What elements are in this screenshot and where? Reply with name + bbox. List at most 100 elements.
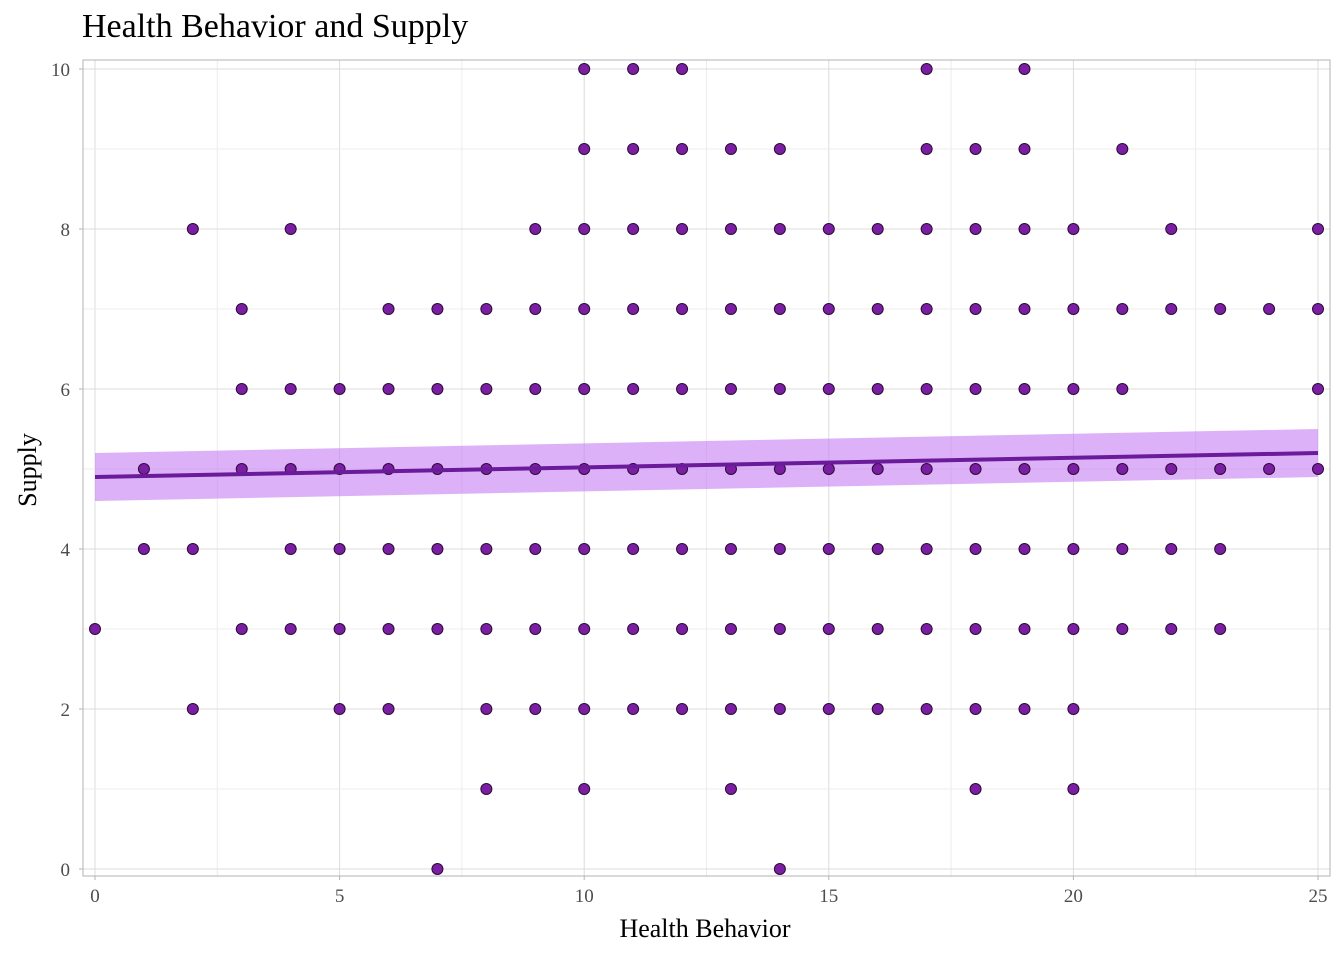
data-point [676,143,689,155]
data-point [724,383,737,395]
data-point [822,463,835,475]
data-point [333,383,346,395]
data-point [871,623,884,635]
data-point [382,703,395,715]
data-point [529,543,542,555]
data-point [1018,543,1031,555]
data-point [186,703,199,715]
data-point [431,383,444,395]
data-point [578,63,591,75]
data-point [529,223,542,235]
y-tick-label: 10 [51,60,70,81]
data-point [871,383,884,395]
data-point [431,863,444,875]
data-point [676,223,689,235]
data-point [724,623,737,635]
data-point [431,623,444,635]
data-point [969,383,982,395]
data-point [773,623,786,635]
data-point [284,223,297,235]
data-point [822,303,835,315]
data-point [1165,623,1178,635]
data-point [724,783,737,795]
data-point [431,543,444,555]
data-point [1067,223,1080,235]
data-point [578,703,591,715]
data-point [529,303,542,315]
data-point [724,303,737,315]
data-point [969,303,982,315]
data-point [382,303,395,315]
data-point [1312,223,1324,235]
data-point [724,223,737,235]
data-point [871,463,884,475]
data-point [1067,623,1080,635]
data-point [578,223,591,235]
data-point [1214,543,1227,555]
x-tick-label: 10 [575,886,594,907]
data-point [676,63,689,75]
data-point [235,383,248,395]
data-point [676,543,689,555]
x-tick-label: 20 [1064,886,1083,907]
data-point [1214,623,1227,635]
data-point [920,463,933,475]
data-point [529,623,542,635]
data-point [382,543,395,555]
data-point [284,383,297,395]
data-point [627,383,640,395]
data-point [1165,223,1178,235]
data-point [773,543,786,555]
data-point [333,543,346,555]
data-point [333,703,346,715]
x-tick-label: 5 [335,886,345,907]
data-point [137,463,150,475]
data-point [627,63,640,75]
data-point [627,623,640,635]
data-point [529,703,542,715]
data-point [1018,223,1031,235]
data-point [1067,463,1080,475]
data-point [529,383,542,395]
data-point [920,63,933,75]
data-point [969,783,982,795]
data-point [235,623,248,635]
data-point [920,703,933,715]
data-point [578,383,591,395]
data-point [822,543,835,555]
x-axis-label: Health Behavior [619,914,791,943]
data-point [724,703,737,715]
plot-border [82,59,1331,877]
data-point [773,303,786,315]
data-point [284,543,297,555]
data-point [676,703,689,715]
y-tick-label: 0 [61,860,71,881]
data-point [724,543,737,555]
data-point [920,143,933,155]
x-tick-label: 25 [1309,886,1328,907]
data-point [382,623,395,635]
data-point [578,783,591,795]
data-point [822,223,835,235]
data-point [1067,783,1080,795]
data-point [627,143,640,155]
data-point [1116,303,1129,315]
data-point [773,223,786,235]
data-point [773,383,786,395]
data-point [822,703,835,715]
y-tick-label: 8 [61,220,71,241]
data-point [969,703,982,715]
data-point [969,543,982,555]
data-point [1165,543,1178,555]
data-point [1018,703,1031,715]
data-point [822,623,835,635]
trend-line [94,451,1319,479]
data-point [480,783,493,795]
data-point [1018,143,1031,155]
data-point [480,623,493,635]
data-point [1116,623,1129,635]
data-point [920,303,933,315]
data-point [1067,383,1080,395]
data-point [969,623,982,635]
